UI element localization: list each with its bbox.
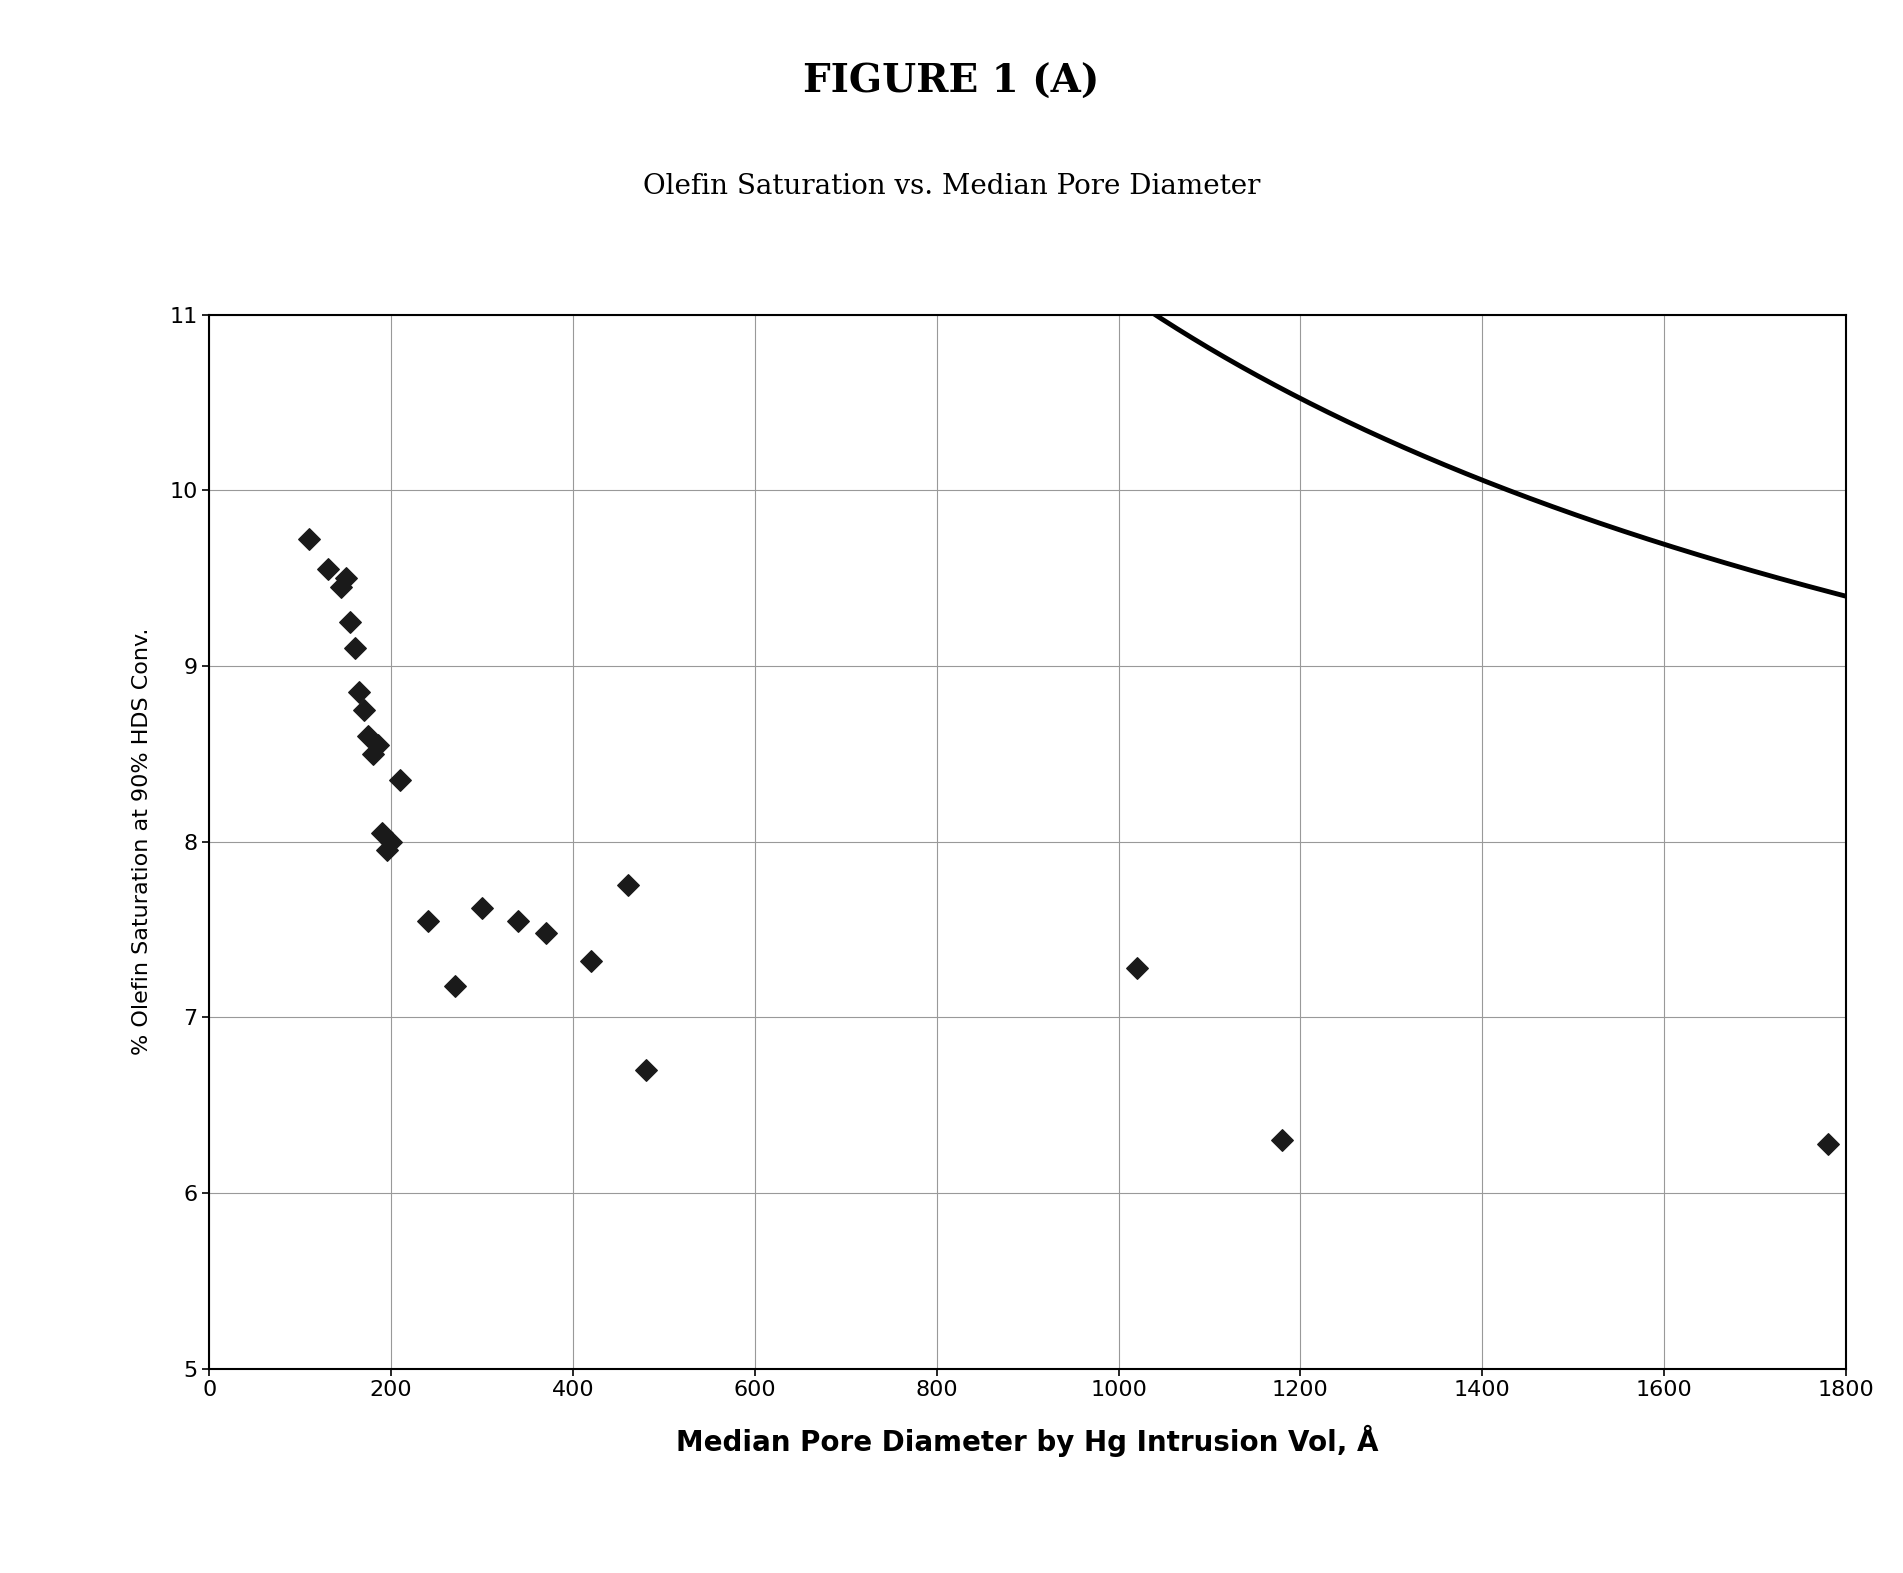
Point <box>295 527 325 552</box>
Text: FIGURE 1 (A): FIGURE 1 (A) <box>803 63 1100 101</box>
Point <box>339 635 369 661</box>
Text: Olefin Saturation vs. Median Pore Diameter: Olefin Saturation vs. Median Pore Diamet… <box>643 173 1260 200</box>
Point <box>377 829 407 854</box>
Point <box>531 920 561 945</box>
Point <box>384 768 415 793</box>
Point <box>367 820 398 845</box>
Point <box>362 733 392 758</box>
Point <box>1267 1128 1298 1153</box>
Point <box>413 908 443 933</box>
Point <box>1812 1131 1842 1156</box>
Point <box>335 609 365 634</box>
Point <box>354 724 384 749</box>
Point <box>440 974 470 999</box>
Point <box>325 574 356 599</box>
Point <box>466 895 497 920</box>
Point <box>630 1057 660 1082</box>
Point <box>613 873 643 898</box>
Point <box>312 557 343 582</box>
X-axis label: Median Pore Diameter by Hg Intrusion Vol, Å: Median Pore Diameter by Hg Intrusion Vol… <box>676 1425 1380 1458</box>
Point <box>577 949 607 974</box>
Point <box>1121 955 1151 980</box>
Point <box>502 908 533 933</box>
Y-axis label: % Olefin Saturation at 90% HDS Conv.: % Olefin Saturation at 90% HDS Conv. <box>133 628 152 1055</box>
Point <box>358 741 388 766</box>
Point <box>348 697 379 722</box>
Point <box>371 838 402 864</box>
Point <box>344 680 375 705</box>
Point <box>331 565 362 590</box>
